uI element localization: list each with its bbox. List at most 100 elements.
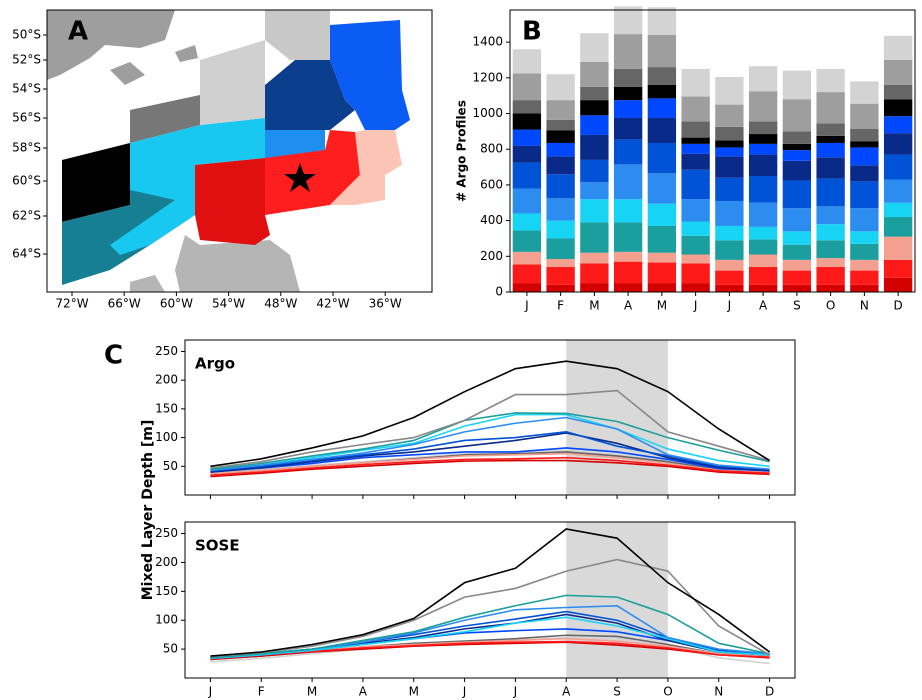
bar-segment (883, 116, 913, 134)
bar-segment (647, 84, 677, 99)
bar-segment (782, 208, 812, 232)
bar-segment (748, 284, 778, 292)
region (195, 158, 270, 245)
bar-segment (715, 270, 744, 285)
region (265, 130, 360, 215)
bar-segment (850, 208, 879, 232)
line (210, 432, 770, 473)
bar-segment (816, 157, 845, 179)
bar-segment (580, 222, 609, 253)
bar-segment (748, 66, 778, 92)
line (210, 640, 770, 660)
bar-segment (850, 270, 879, 285)
bar-segment (546, 284, 575, 292)
bar-segment (748, 143, 778, 155)
star (284, 163, 316, 192)
chart: 50 100 150 200 250 Argo C Mixed Layer Depth [m] (104, 339, 796, 601)
bar-segment (816, 68, 845, 93)
bar-segment (715, 177, 744, 201)
line (210, 412, 770, 470)
map-frame (46, 9, 433, 293)
bar-segment (748, 91, 778, 122)
bar-segment (580, 199, 609, 223)
bar-segment (748, 175, 778, 203)
bar-segment (580, 115, 609, 135)
x-tick-label: M (409, 685, 419, 699)
x-tick-label: J (208, 685, 213, 699)
y-tick-label: 200 (480, 249, 503, 263)
bar-segment (546, 74, 575, 101)
bar-segment (850, 165, 879, 182)
region (62, 143, 130, 222)
bar-segment (782, 131, 812, 144)
bar-segment (546, 238, 575, 259)
bar-segment (782, 284, 812, 292)
bar-segment (850, 181, 879, 209)
y-tick-label: 250 (155, 344, 178, 358)
x-tick-label: M (657, 299, 667, 313)
y-axis-label: Mixed Layer Depth [m] (140, 420, 156, 601)
bar-segment (613, 139, 643, 165)
x-tick-label: O (663, 685, 672, 699)
chart-title: Argo (195, 355, 235, 373)
land (47, 10, 175, 80)
line (210, 447, 770, 473)
bar-segment (647, 7, 677, 35)
bar-segment (546, 119, 575, 131)
bar-segment (816, 92, 845, 124)
bar-segment (546, 130, 575, 143)
bar-segment (613, 86, 643, 101)
bar-segment (883, 277, 913, 292)
bar-segment (613, 68, 643, 87)
y-axis-label: # Argo Profiles (455, 100, 469, 202)
bar-segment (647, 283, 677, 292)
bar-segment (512, 162, 542, 189)
bar-segment (512, 100, 542, 114)
line (210, 389, 770, 469)
bar-segment (681, 96, 710, 122)
x-tick-label: M (589, 299, 599, 313)
bar-segment (850, 141, 879, 148)
bar-segment (816, 123, 845, 136)
bar-segment (546, 100, 575, 120)
bar-segment (613, 199, 643, 223)
bar-segment (512, 283, 542, 292)
bar-segment (883, 84, 913, 100)
bar-segment (681, 169, 710, 200)
x-tick-label: J (727, 299, 732, 313)
x-tick-label: A (759, 299, 768, 313)
y-tick-label: 250 (155, 526, 178, 540)
bar-segment (816, 224, 845, 241)
y-tick-label: 1000 (472, 106, 503, 120)
chart-title: SOSE (195, 537, 240, 555)
bar-segment (681, 199, 710, 222)
y-tick-label: 100 (155, 430, 178, 444)
x-tick-label: O (826, 299, 835, 313)
bar-segment (580, 33, 609, 62)
line (210, 416, 770, 472)
region (200, 40, 265, 125)
lat-tick-label: 56°S (12, 111, 41, 125)
bar-segment (816, 267, 845, 285)
bar-segment (546, 258, 575, 268)
bar-segment (715, 140, 744, 148)
line (210, 528, 771, 657)
bar-segment (647, 142, 677, 174)
bar-segment (681, 221, 710, 236)
bar-segment (546, 267, 575, 285)
bar-segment (613, 261, 643, 284)
region (330, 20, 410, 130)
plot-frame (184, 339, 796, 496)
lat-tick-label: 52°S (12, 53, 41, 67)
bar-segment (748, 267, 778, 285)
land (110, 45, 198, 85)
bar-segment (546, 156, 575, 175)
bar-segment (512, 129, 542, 146)
bar-segment (748, 154, 778, 176)
region (265, 10, 330, 60)
region (330, 130, 402, 205)
bar-segment (580, 134, 609, 160)
lat-tick-label: 64°S (12, 247, 41, 261)
bar-segment (647, 173, 677, 204)
